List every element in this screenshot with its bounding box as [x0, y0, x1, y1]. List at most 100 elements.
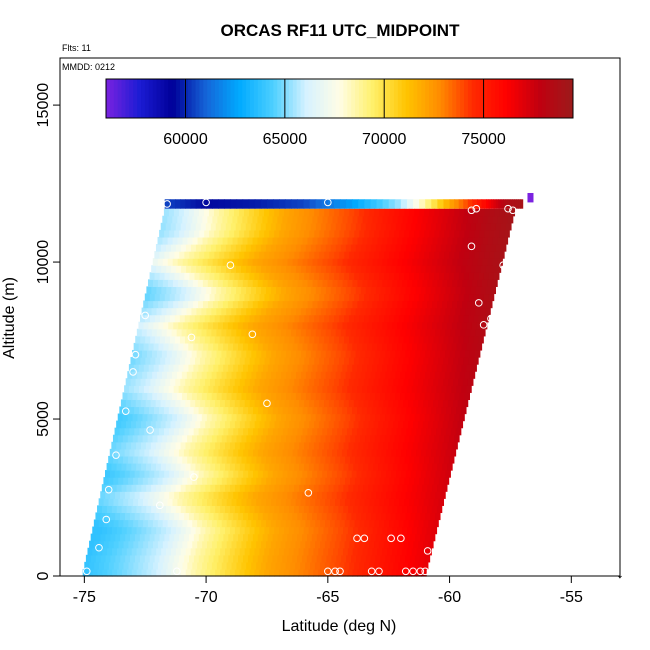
heatmap-cell: [347, 364, 353, 372]
heatmap-cell: [451, 321, 458, 330]
heatmap-cell: [162, 279, 169, 287]
heatmap-cell: [310, 540, 316, 549]
heatmap-cell: [228, 554, 234, 563]
heatmap-cell: [257, 279, 264, 287]
heatmap-cell: [329, 229, 335, 238]
heatmap-cell: [221, 519, 228, 528]
heatmap-cell: [367, 279, 374, 287]
heatmap-cell: [195, 568, 202, 577]
colorbar-swatch: [144, 79, 150, 118]
heatmap-cell: [351, 512, 357, 521]
heatmap-cell: [116, 420, 122, 429]
heatmap-cell: [384, 477, 391, 485]
heatmap-cell: [224, 399, 231, 408]
heatmap-cell: [274, 399, 281, 408]
heatmap-cell: [183, 321, 189, 330]
heatmap-cell: [354, 251, 360, 259]
heatmap-cell: [402, 321, 408, 330]
heatmap-cell: [187, 279, 194, 287]
heatmap-cell: [333, 505, 339, 514]
heatmap-cell: [399, 498, 405, 506]
colorbar-swatch: [226, 79, 232, 118]
heatmap-cell: [191, 349, 198, 358]
heatmap-cell: [146, 328, 153, 337]
heatmap-cell: [347, 300, 354, 309]
heatmap-cell: [397, 441, 404, 450]
heatmap-cell: [251, 265, 257, 273]
data-point: [126, 314, 135, 323]
colorbar-swatch: [561, 79, 566, 118]
heatmap-cell: [421, 568, 427, 577]
colorbar-tick-label: 70000: [362, 131, 407, 148]
colorbar-swatch: [343, 79, 348, 118]
heatmap-cell: [165, 462, 172, 471]
heatmap-cell: [167, 455, 173, 464]
heatmap-cell: [406, 364, 413, 372]
data-point: [375, 567, 383, 576]
heatmap-cell: [350, 244, 357, 252]
heatmap-cell: [195, 505, 202, 514]
heatmap-cell: [256, 477, 262, 485]
heatmap-cell: [311, 512, 318, 521]
colorbar-swatch: [506, 79, 512, 118]
heatmap-cell: [165, 484, 172, 492]
heatmap-cell: [332, 342, 338, 351]
heatmap-cell: [272, 533, 279, 542]
heatmap-cell: [340, 244, 347, 252]
heatmap-cell: [451, 385, 457, 393]
heatmap-cell: [391, 448, 397, 457]
heatmap-cell: [181, 307, 188, 316]
heatmap-cell: [200, 484, 206, 492]
heatmap-cell: [507, 199, 511, 209]
heatmap-cell: [251, 371, 257, 379]
heatmap-cell: [297, 448, 304, 457]
heatmap-cell: [414, 477, 420, 485]
heatmap-cell: [370, 244, 377, 252]
heatmap-cell: [344, 561, 350, 570]
heatmap-cell: [289, 399, 295, 408]
heatmap-cell: [155, 357, 161, 365]
heatmap-cell: [210, 420, 216, 429]
heatmap-cell: [198, 300, 204, 309]
heatmap-cell: [138, 364, 145, 372]
heatmap-cell: [397, 300, 403, 309]
heatmap-cell: [252, 554, 259, 563]
heatmap-cell: [267, 470, 274, 478]
heatmap-cell: [176, 349, 183, 358]
heatmap-cell: [108, 477, 114, 485]
heatmap-cell: [244, 314, 251, 323]
heatmap-cell: [449, 413, 455, 422]
heatmap-cell: [382, 484, 389, 492]
heatmap-cell: [447, 279, 453, 287]
heatmap-cell: [299, 378, 305, 386]
heatmap-cell: [455, 427, 462, 436]
heatmap-cell: [193, 448, 200, 457]
heatmap-cell: [343, 484, 349, 492]
heatmap-cell: [170, 420, 177, 429]
heatmap-cell: [208, 385, 214, 393]
heatmap-cell: [169, 272, 176, 280]
colorbar-swatch: [491, 79, 496, 118]
heatmap-cell: [322, 385, 328, 393]
heatmap-cell: [403, 519, 410, 528]
heatmap-cell: [348, 484, 354, 492]
heatmap-cell: [407, 505, 413, 514]
heatmap-cell: [202, 498, 208, 506]
colorbar-swatch: [432, 79, 438, 118]
heatmap-cell: [315, 265, 322, 273]
heatmap-cell: [455, 222, 462, 231]
heatmap-cell: [372, 484, 379, 492]
heatmap-cell: [235, 244, 242, 252]
heatmap-cell: [349, 335, 355, 344]
heatmap-cell: [419, 455, 425, 464]
heatmap-cell: [226, 392, 233, 401]
heatmap-cell: [189, 251, 195, 259]
heatmap-cell: [423, 314, 430, 323]
heatmap-cell: [388, 335, 395, 344]
heatmap-cell: [318, 420, 325, 429]
heatmap-cell: [205, 222, 212, 231]
heatmap-cell: [250, 222, 257, 231]
heatmap-cell: [455, 328, 461, 337]
data-point: [509, 206, 517, 215]
heatmap-cell: [376, 406, 383, 415]
